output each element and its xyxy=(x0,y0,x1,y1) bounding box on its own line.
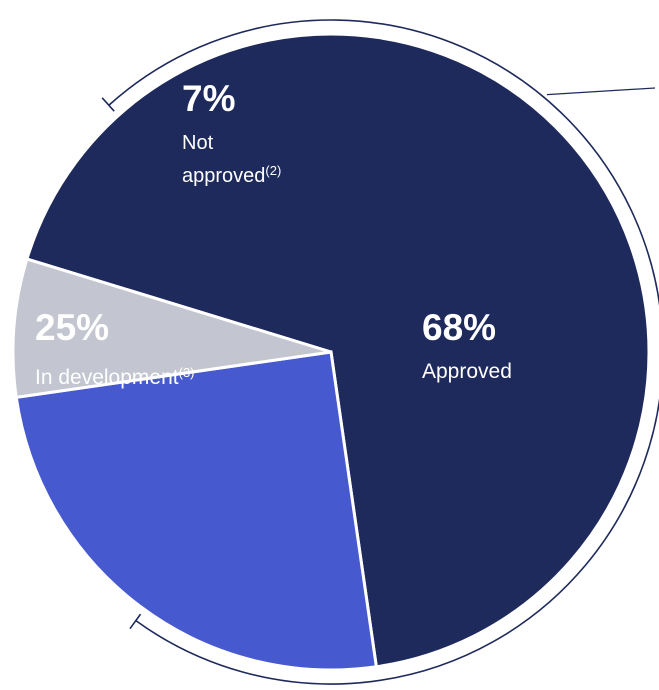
pie-slice-approved xyxy=(25,32,651,669)
slice-not-approved-percent: 7% xyxy=(182,78,235,119)
slice-not-approved-label-text: approved xyxy=(182,165,265,187)
bracket-tick xyxy=(129,613,142,630)
pie-slice-not-approved xyxy=(11,257,332,400)
bracket-tick xyxy=(101,97,115,112)
slice-in-development-label: In development(3) xyxy=(35,365,195,389)
slice-approved-percent: 68% xyxy=(422,307,496,348)
slice-in-development-label-text: In development xyxy=(35,366,179,389)
footnote-marker: (2) xyxy=(265,163,281,178)
footnote-marker: (3) xyxy=(179,365,195,380)
outer-bracket-arc xyxy=(108,19,659,685)
pie-slices xyxy=(11,32,651,672)
pie-slice-in-development xyxy=(14,350,379,672)
slice-not-approved-label-line1: Not xyxy=(182,132,214,154)
leader-line xyxy=(546,87,656,96)
slice-not-approved-label-line2: approved(2) xyxy=(182,163,281,187)
slice-approved-label: Approved xyxy=(422,360,512,383)
slice-in-development-percent: 25% xyxy=(35,307,109,348)
